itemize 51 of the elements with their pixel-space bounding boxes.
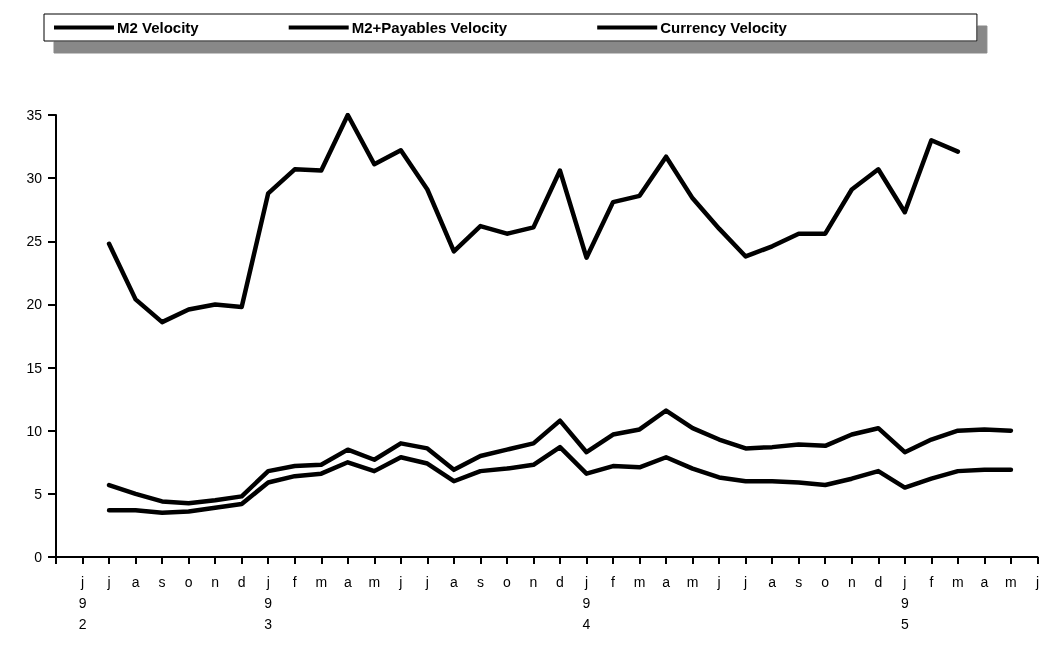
x-tick-label: o <box>821 573 830 590</box>
x-tick-label: n <box>529 573 538 590</box>
line-series <box>106 444 1014 516</box>
x-tick-label: s <box>795 573 803 590</box>
legend-label: M2 Velocity <box>117 19 200 36</box>
x-tick-label: a <box>131 573 140 590</box>
x-tick-label: m <box>368 573 381 590</box>
x-tick-label: a <box>980 573 989 590</box>
y-tick-label: 20 <box>26 296 43 313</box>
x-tick-label: o <box>184 573 193 590</box>
x-tick-label: a <box>343 573 352 590</box>
y-tick-label: 15 <box>26 359 43 376</box>
y-tick-label: 35 <box>26 107 43 123</box>
x-tick-label: j 9 5 <box>900 573 909 632</box>
y-tick-label: 25 <box>26 233 43 250</box>
line-series <box>106 408 1014 506</box>
x-tick-label: n <box>211 573 220 590</box>
x-tick-label: d <box>556 573 564 590</box>
y-tick-label: 5 <box>34 485 43 502</box>
x-tick-label: m <box>633 573 646 590</box>
x-tick-label: s <box>158 573 166 590</box>
x-tick-label: a <box>768 573 777 590</box>
x-tick-label: j <box>1034 573 1040 590</box>
x-tick-label: f <box>929 573 934 590</box>
legend-label: M2+Payables Velocity <box>351 19 508 36</box>
x-tick-label: j <box>424 573 429 590</box>
x-tick-label: a <box>662 573 671 590</box>
y-tick-label: 30 <box>26 170 43 187</box>
y-tick-label: 10 <box>26 422 43 439</box>
x-tick-label: n <box>847 573 856 590</box>
x-tick-label: j 9 2 <box>78 573 87 632</box>
x-tick-label: j <box>398 573 403 590</box>
x-tick-label: j <box>106 573 111 590</box>
legend-label: Currency Velocity <box>660 19 788 36</box>
x-tick-label: f <box>611 573 616 590</box>
x-tick-label: o <box>503 573 512 590</box>
x-tick-label: s <box>476 573 484 590</box>
x-tick-label: j <box>716 573 721 590</box>
x-tick-label: d <box>874 573 883 590</box>
x-tick-label: j <box>743 573 748 590</box>
x-tick-label: m <box>952 573 964 590</box>
line-series <box>106 112 961 325</box>
x-tick-label: m <box>686 573 699 590</box>
x-tick-label: d <box>237 573 246 590</box>
x-tick-label: m <box>1005 573 1017 590</box>
x-tick-label: j 9 3 <box>264 573 273 632</box>
x-tick-label: a <box>449 573 458 590</box>
x-tick-label: f <box>292 573 297 590</box>
x-tick-label: m <box>315 573 328 590</box>
y-tick-label: 0 <box>34 549 43 565</box>
x-tick-label: j 9 4 <box>582 573 591 632</box>
